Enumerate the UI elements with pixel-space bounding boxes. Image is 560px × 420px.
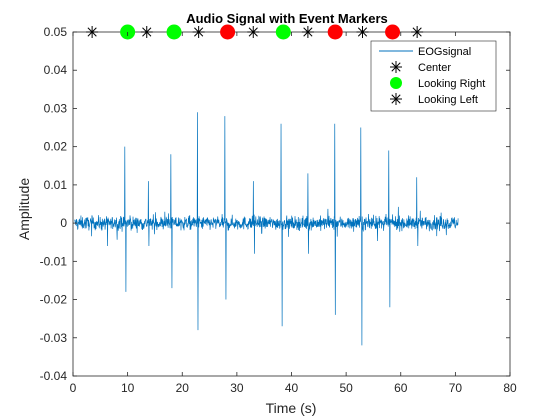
y-tick-label: 0.05 — [44, 25, 68, 39]
x-axis-label: Time (s) — [266, 400, 317, 416]
legend-entry-label: EOGsignal — [418, 46, 471, 58]
y-tick-label: -0.01 — [40, 254, 68, 268]
center-marker — [356, 26, 369, 38]
legend-entry-label: Looking Right — [418, 78, 485, 90]
y-tick-label: -0.04 — [40, 369, 68, 383]
y-tick-label: 0.01 — [44, 178, 68, 192]
x-tick-label: 30 — [230, 381, 244, 395]
chart-title: Audio Signal with Event Markers — [186, 11, 388, 26]
asterisk-stroke — [194, 27, 204, 37]
y-axis-label: Amplitude — [16, 178, 32, 240]
looking-right-marker — [275, 24, 291, 40]
asterisk-stroke — [357, 27, 368, 37]
center-marker — [301, 26, 314, 38]
x-tick-label: 0 — [70, 381, 77, 395]
asterisk-stroke — [87, 27, 97, 37]
legend-entry-label: Center — [418, 62, 451, 74]
center-marker — [247, 26, 260, 38]
legend: EOGsignal Center Looking Right Looking Left — [370, 40, 497, 112]
center-marker — [140, 26, 153, 38]
red-event-marker — [327, 24, 343, 40]
asterisk-stroke — [303, 27, 313, 37]
y-tick-label: 0.03 — [44, 101, 68, 115]
asterisk-stroke — [248, 27, 258, 37]
red-event-marker — [220, 24, 236, 40]
legend-entry-label: Looking Left — [418, 94, 478, 106]
y-tick-label: 0.02 — [44, 140, 68, 154]
x-tick-label: 10 — [121, 381, 135, 395]
legend-asterisk-swatch — [390, 61, 402, 73]
asterisk-stroke — [142, 27, 152, 37]
x-tick-label: 60 — [394, 381, 408, 395]
looking-right-marker — [166, 24, 182, 40]
x-tick-label: 50 — [339, 381, 353, 395]
center-marker — [86, 26, 99, 38]
eog-signal-line — [74, 112, 459, 346]
x-tick-label: 80 — [503, 381, 517, 395]
center-marker — [411, 26, 424, 38]
y-tick-label: -0.03 — [40, 331, 68, 345]
center-marker — [192, 26, 205, 38]
x-tick-label: 20 — [176, 381, 190, 395]
asterisk-stroke — [391, 62, 401, 72]
asterisk-stroke — [412, 27, 422, 37]
x-tick-label: 70 — [449, 381, 463, 395]
legend-asterisk-swatch — [390, 93, 402, 105]
asterisk-stroke — [391, 94, 401, 104]
x-tick-label: 40 — [285, 381, 299, 395]
y-tick-label: -0.02 — [40, 293, 68, 307]
legend-circle-swatch — [390, 77, 402, 89]
y-tick-label: 0 — [60, 216, 67, 230]
y-tick-label: 0.04 — [44, 63, 68, 77]
red-event-marker — [385, 24, 401, 40]
